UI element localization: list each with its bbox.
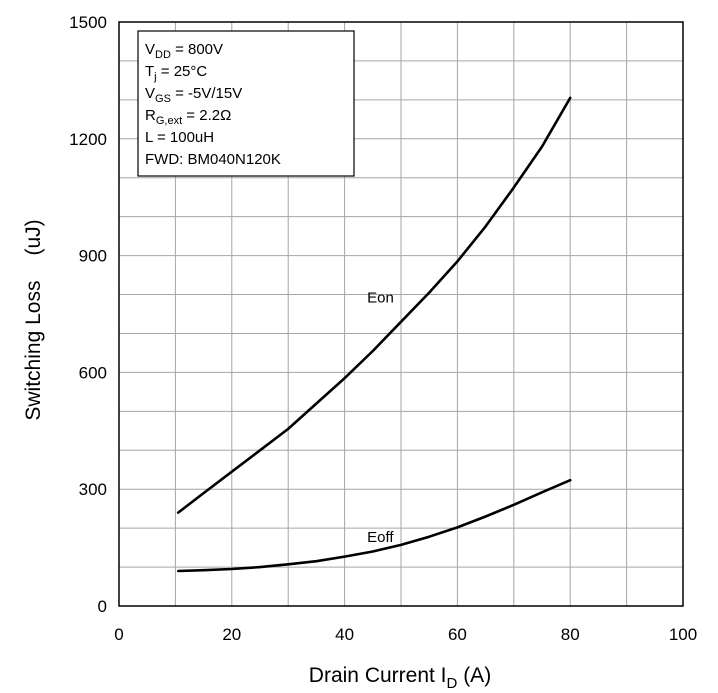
x-tick-label: 0 <box>114 625 123 644</box>
condition-line: RG,ext = 2.2Ω <box>145 107 231 127</box>
x-axis-title-unit: (A) <box>457 664 491 687</box>
series-label-eoff: Eoff <box>367 529 394 546</box>
condition-line: FWD: BM040N120K <box>145 151 281 168</box>
x-tick-label: 60 <box>448 625 467 644</box>
condition-value: = 2.2Ω <box>182 107 231 124</box>
condition-symbol: FWD: BM040N120K <box>145 151 281 168</box>
condition-line: VGS = -5V/15V <box>145 85 242 105</box>
condition-subscript: j <box>153 71 156 83</box>
y-tick-label: 1200 <box>69 130 107 149</box>
x-axis-title: Drain Current ID (A) <box>309 664 491 692</box>
x-axis-title-main: Drain Current I <box>309 664 447 687</box>
condition-symbol: V <box>145 41 155 58</box>
condition-line: Tj = 25°C <box>145 63 207 83</box>
x-tick-label: 20 <box>222 625 241 644</box>
plot-frame <box>118 21 684 607</box>
conditions-box-frame <box>137 30 355 177</box>
condition-line: VDD = 800V <box>145 41 223 61</box>
condition-symbol: R <box>145 107 156 124</box>
curve-labels: Eon Eoff <box>367 289 394 545</box>
condition-value: = 25°C <box>157 63 208 80</box>
condition-line: L = 100uH <box>145 129 214 146</box>
condition-value: = 800V <box>171 41 223 58</box>
series-line-eon <box>176 96 572 514</box>
x-tick-label: 100 <box>669 625 697 644</box>
y-tick-label: 1500 <box>69 13 107 32</box>
condition-symbol: L = 100uH <box>145 129 214 146</box>
condition-subscript: DD <box>155 49 171 61</box>
y-tick-label: 300 <box>79 480 107 499</box>
y-tick-label: 900 <box>79 247 107 266</box>
condition-symbol: T <box>145 63 154 80</box>
x-tick-label: 40 <box>335 625 354 644</box>
condition-subscript: G,ext <box>156 115 182 127</box>
series-line-eoff <box>176 478 572 573</box>
y-tick-label: 0 <box>98 597 107 616</box>
y-axis-title-main: Switching Loss <box>22 281 45 421</box>
condition-symbol: V <box>145 85 155 102</box>
y-tick-label: 600 <box>79 363 107 382</box>
condition-subscript: GS <box>155 93 171 105</box>
curves <box>176 96 572 573</box>
series-label-eon: Eon <box>367 289 394 306</box>
y-axis-title-unit: (uJ) <box>22 219 45 255</box>
x-axis-title-sub: D <box>447 675 458 692</box>
tick-labels: 0 20 40 60 80 100 0 300 600 900 1200 1500 <box>69 13 697 644</box>
y-axis-title: Switching Loss (uJ) <box>22 219 45 420</box>
x-tick-label: 80 <box>561 625 580 644</box>
condition-value: = -5V/15V <box>171 85 242 102</box>
